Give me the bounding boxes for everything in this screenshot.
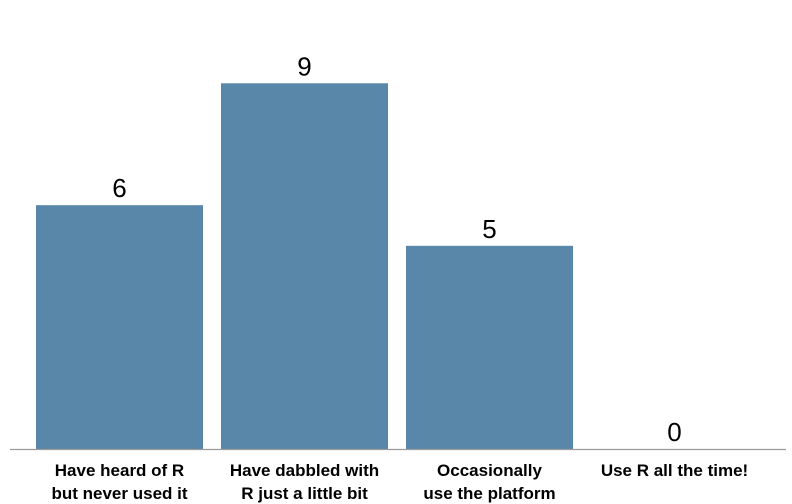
bar-value-label-1: 6 (112, 173, 126, 203)
bar-value-label-4: 0 (667, 417, 681, 447)
category-label-3: Occasionally use the platform (423, 461, 555, 503)
bar-value-label-3: 5 (482, 214, 496, 244)
category-label-line: Have dabbled with (230, 461, 379, 480)
category-label-4: Use R all the time! (601, 461, 748, 480)
category-label-1: Have heard of R but never used it (51, 461, 187, 503)
bars-group (36, 83, 573, 449)
bar-2 (221, 83, 388, 449)
category-label-line: use the platform (423, 484, 555, 503)
category-label-2: Have dabbled with R just a little bit (230, 461, 379, 503)
bar-1 (36, 205, 203, 449)
category-label-line: Use R all the time! (601, 461, 748, 480)
category-labels-group: Have heard of R but never used it Have dab… (51, 461, 748, 503)
category-label-line: Have heard of R (55, 461, 184, 480)
category-label-line: Occasionally (437, 461, 542, 480)
bar-3 (406, 245, 573, 449)
bar-value-label-2: 9 (297, 51, 311, 81)
value-labels-group: 6 9 5 0 (112, 51, 681, 447)
category-label-line: R just a little bit (241, 484, 368, 503)
category-label-line: but never used it (51, 484, 187, 503)
